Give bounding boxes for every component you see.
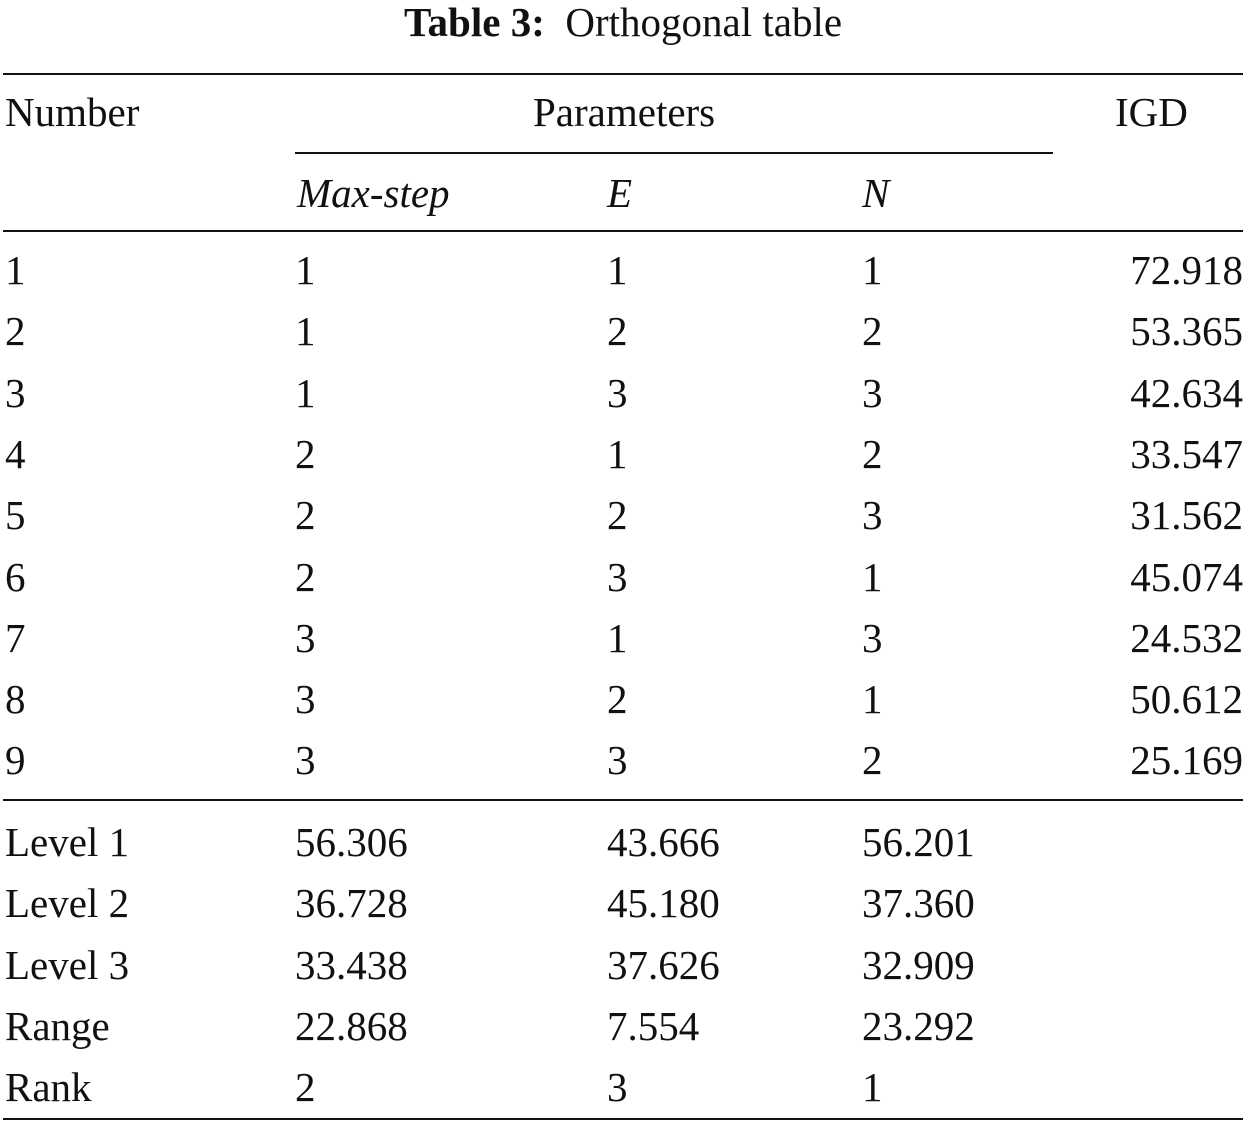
summary-cell: 56.201 [862, 819, 975, 865]
summary-cell: 3 [607, 1064, 628, 1111]
param-cell: 3 [607, 369, 628, 416]
igd-cell: 33.547 [1130, 430, 1243, 477]
summary-label: Level 1 [5, 819, 130, 865]
row-number: 1 [5, 247, 26, 293]
param-cell: 2 [295, 492, 316, 539]
igd-cell: 24.532 [1130, 614, 1243, 661]
summary-cell: 2 [295, 1064, 316, 1111]
param-cell: 3 [607, 553, 628, 600]
caption-label: Table 3: [403, 0, 545, 45]
param-cell: 3 [862, 614, 883, 661]
row-number: 7 [5, 614, 26, 661]
param-cell: 1 [862, 676, 883, 723]
subheader-cell: E [607, 170, 633, 216]
param-cell: 2 [295, 553, 316, 600]
mid-rule [3, 799, 1243, 801]
row-number: 3 [5, 369, 26, 416]
summary-cell: 22.868 [295, 1002, 408, 1049]
summary-cell: 36.728 [295, 880, 408, 927]
summary-label: Level 3 [5, 941, 130, 988]
bottom-rule [3, 1118, 1243, 1120]
summary-cell: 23.292 [862, 1002, 975, 1049]
summary-cell: 43.666 [607, 819, 720, 865]
param-cell: 2 [862, 308, 883, 355]
param-cell: 2 [295, 430, 316, 477]
group-rule [295, 152, 1053, 154]
param-cell: 2 [862, 737, 883, 784]
summary-label: Range [5, 1002, 110, 1049]
igd-cell: 25.169 [1130, 737, 1243, 784]
subheader-cell: N [862, 170, 890, 216]
row-number: 9 [5, 737, 26, 784]
caption-title: Orthogonal table [565, 0, 843, 45]
param-cell: 3 [295, 676, 316, 723]
param-cell: 3 [862, 369, 883, 416]
param-cell: 1 [295, 308, 316, 355]
igd-cell: 53.365 [1130, 308, 1243, 355]
param-cell: 3 [607, 737, 628, 784]
param-cell: 2 [607, 308, 628, 355]
header-cell: Parameters [533, 89, 716, 135]
row-number: 5 [5, 492, 26, 539]
param-cell: 3 [862, 492, 883, 539]
row-number: 8 [5, 676, 26, 723]
summary-cell: 37.360 [862, 880, 975, 927]
row-number: 2 [5, 308, 26, 355]
param-cell: 2 [607, 492, 628, 539]
igd-cell: 42.634 [1130, 369, 1243, 416]
header-rule [3, 230, 1243, 232]
param-cell: 1 [862, 553, 883, 600]
row-number: 4 [5, 430, 26, 477]
header-cell: IGD [1115, 89, 1188, 135]
summary-cell: 56.306 [295, 819, 408, 865]
summary-cell: 33.438 [295, 941, 408, 988]
igd-cell: 31.562 [1130, 492, 1243, 539]
param-cell: 1 [607, 247, 628, 293]
summary-cell: 37.626 [607, 941, 720, 988]
caption: Table 3: Orthogonal table [0, 0, 1246, 47]
param-cell: 2 [607, 676, 628, 723]
summary-cell: 1 [862, 1064, 883, 1111]
param-cell: 1 [607, 430, 628, 477]
param-cell: 1 [295, 369, 316, 416]
summary-label: Level 2 [5, 880, 130, 927]
param-cell: 1 [607, 614, 628, 661]
summary-cell: 45.180 [607, 880, 720, 927]
param-cell: 1 [862, 247, 883, 293]
header-cell: Number [5, 89, 140, 135]
igd-cell: 45.074 [1130, 553, 1243, 600]
top-rule [3, 73, 1243, 75]
param-cell: 3 [295, 737, 316, 784]
param-cell: 2 [862, 430, 883, 477]
subheader-cell: Max-step [297, 170, 450, 216]
igd-cell: 72.918 [1130, 247, 1243, 293]
param-cell: 3 [295, 614, 316, 661]
summary-label: Rank [5, 1064, 92, 1111]
summary-cell: 32.909 [862, 941, 975, 988]
summary-cell: 7.554 [607, 1002, 700, 1049]
param-cell: 1 [295, 247, 316, 293]
igd-cell: 50.612 [1130, 676, 1243, 723]
row-number: 6 [5, 553, 26, 600]
